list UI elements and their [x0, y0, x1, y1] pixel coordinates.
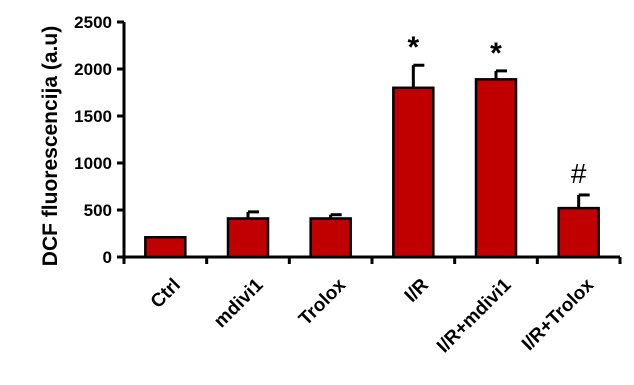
bar-mdivi1	[226, 217, 270, 259]
x-tick-label: I/R	[401, 274, 433, 306]
x-axis: Ctrl mdivi1 Trolox I/R I/R+mdivi1 I/R+Trolox	[122, 255, 622, 357]
bar-Ctrl	[144, 236, 187, 259]
bar-I/R+mdivi1	[474, 78, 518, 259]
bar-I/R	[392, 86, 435, 259]
y-tick-label: 1500	[74, 107, 112, 126]
y-tick-label: 2000	[74, 60, 112, 79]
significance-marker: *	[490, 37, 502, 70]
bars: * * #	[144, 31, 600, 259]
bar-I/R+Trolox	[557, 206, 600, 259]
significance-marker: #	[571, 158, 587, 189]
y-tick-label: 2500	[74, 13, 112, 32]
x-tick-label: I/R+Trolox	[518, 274, 598, 354]
y-tick-label: 1000	[74, 154, 112, 173]
x-tick-label: Ctrl	[147, 275, 185, 313]
x-tick-label: mdivi1	[210, 274, 268, 332]
y-tick-label: 500	[84, 201, 112, 220]
y-tick-label: 0	[103, 248, 112, 267]
x-tick-label: Trolox	[295, 274, 350, 329]
y-axis-title: DCF fluorescencija (a.u)	[39, 26, 62, 266]
y-axis: 0 500 1000 1500 2000 2500	[74, 13, 126, 267]
x-tick-label: I/R+mdivi1	[433, 274, 516, 357]
significance-marker: *	[407, 31, 419, 64]
bar-Trolox	[309, 217, 352, 259]
